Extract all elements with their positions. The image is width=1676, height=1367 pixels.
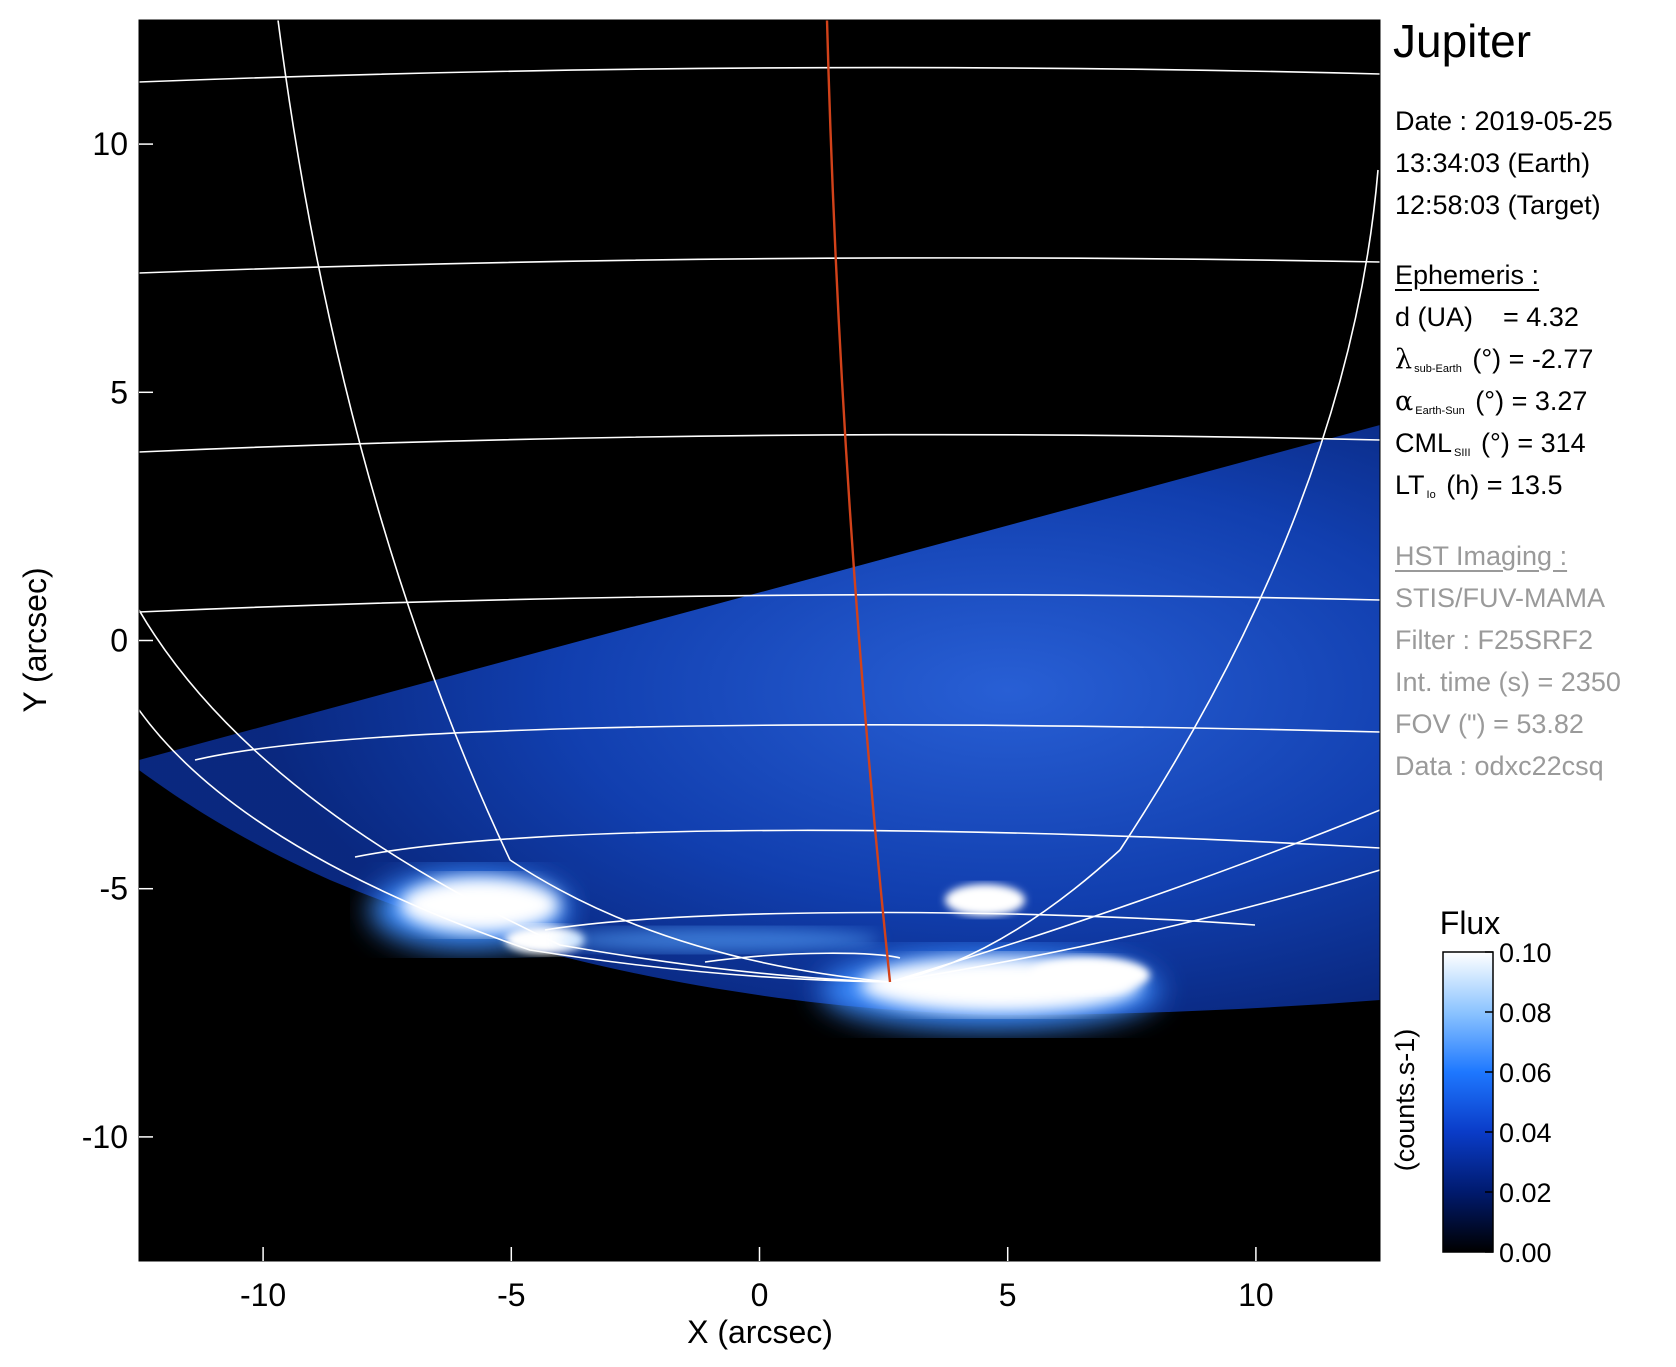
lambda-value: = -2.77 [1508, 344, 1594, 374]
central-meridian-line [825, 20, 892, 983]
planet-disk [139, 425, 1380, 1015]
colorbar-gradient [1442, 951, 1494, 1253]
lt-value: = 13.5 [1486, 470, 1563, 500]
longitude-grid [139, 20, 1380, 983]
y-tick-label: -5 [100, 871, 128, 907]
earth-time: 13:34:03 (Earth) [1395, 148, 1591, 178]
hst-instrument: STIS/FUV-MAMA [1395, 583, 1606, 613]
x-tick-label: -10 [240, 1277, 286, 1313]
alpha-subscript: Earth-Sun [1415, 405, 1465, 417]
x-axis-label: X (arcsec) [687, 1314, 833, 1350]
lambda-symbol: λ [1395, 344, 1413, 375]
colorbar-tick-label: 0.06 [1499, 1058, 1552, 1088]
colorbar-title: Flux [1440, 905, 1500, 941]
lambda-subscript: sub-Earth [1414, 363, 1462, 375]
date-block: Date : 2019-05-25 13:34:03 (Earth) 12:58… [1395, 100, 1613, 226]
hst-data: Data : odxc22csq [1395, 751, 1604, 781]
latitude-grid [139, 66, 1380, 963]
distance-value: = 4.32 [1503, 302, 1579, 332]
y-tick-label: -10 [82, 1119, 128, 1155]
hst-filter: Filter : F25SRF2 [1395, 625, 1594, 655]
aurora-emission [370, 870, 1160, 1030]
colorbar-tick-label: 0.02 [1499, 1178, 1552, 1208]
ephemeris-header: Ephemeris : [1395, 260, 1540, 290]
colorbar-tick-label: 0.10 [1499, 938, 1552, 968]
hst-fov: FOV (") = 53.82 [1395, 709, 1584, 739]
ephemeris-distance: d (UA) = 4.32 [1395, 296, 1593, 338]
x-axis: -10 -5 0 5 10 [240, 1247, 1274, 1313]
x-tick-label: 5 [999, 1277, 1017, 1313]
distance-label: d (UA) [1395, 302, 1474, 332]
alpha-unit: (°) [1475, 386, 1505, 416]
image-frame [138, 19, 1381, 1262]
colorbar-tick-label: 0.08 [1499, 998, 1552, 1028]
cml-unit: (°) [1481, 428, 1510, 458]
ephemeris-sub-earth-latitude: λ sub-Earth (°) = -2.77 [1395, 338, 1593, 380]
target-time: 12:58:03 (Target) [1395, 190, 1601, 220]
cml-subscript: SIII [1454, 447, 1471, 459]
colorbar: Flux 0.00 0.02 0.04 0.06 0.08 0.10 (counts.s-… [1390, 905, 1552, 1268]
lambda-unit: (°) [1472, 344, 1502, 374]
x-tick-label: -5 [497, 1277, 525, 1313]
cml-value: = 314 [1517, 428, 1586, 458]
ephemeris-cml: CML SIII (°) = 314 [1395, 422, 1593, 464]
ephemeris-phase-angle: α Earth-Sun (°) = 3.27 [1395, 380, 1593, 422]
hst-int-time: Int. time (s) = 2350 [1395, 667, 1621, 697]
y-tick-label: 10 [92, 126, 128, 162]
y-axis-label: Y (arcsec) [17, 567, 53, 712]
y-axis: -10 -5 0 5 10 [82, 126, 153, 1155]
planet-title: Jupiter [1393, 15, 1532, 67]
hst-block: HST Imaging : STIS/FUV-MAMA Filter : F25… [1395, 535, 1621, 787]
alpha-value: = 3.27 [1511, 386, 1588, 416]
hst-header: HST Imaging : [1395, 541, 1568, 571]
ephemeris-block: Ephemeris : d (UA) = 4.32 λ sub-Earth (°)… [1395, 254, 1593, 506]
lt-subscript: Io [1426, 489, 1436, 501]
colorbar-tick-label: 0.00 [1499, 1238, 1552, 1268]
date-line: Date : 2019-05-25 [1395, 106, 1613, 136]
x-tick-label: 0 [751, 1277, 769, 1313]
cml-symbol: CML [1395, 428, 1453, 458]
colorbar-unit-label: (counts.s-1) [1390, 1029, 1420, 1172]
lt-symbol: LT [1395, 470, 1425, 500]
y-tick-label: 5 [110, 374, 128, 410]
x-tick-label: 10 [1238, 1277, 1274, 1313]
alpha-symbol: α [1395, 386, 1414, 417]
colorbar-tick-label: 0.04 [1499, 1118, 1552, 1148]
ephemeris-local-time: LT Io (h) = 13.5 [1395, 464, 1593, 506]
y-tick-label: 0 [110, 623, 128, 659]
lt-unit: (h) [1446, 470, 1480, 500]
